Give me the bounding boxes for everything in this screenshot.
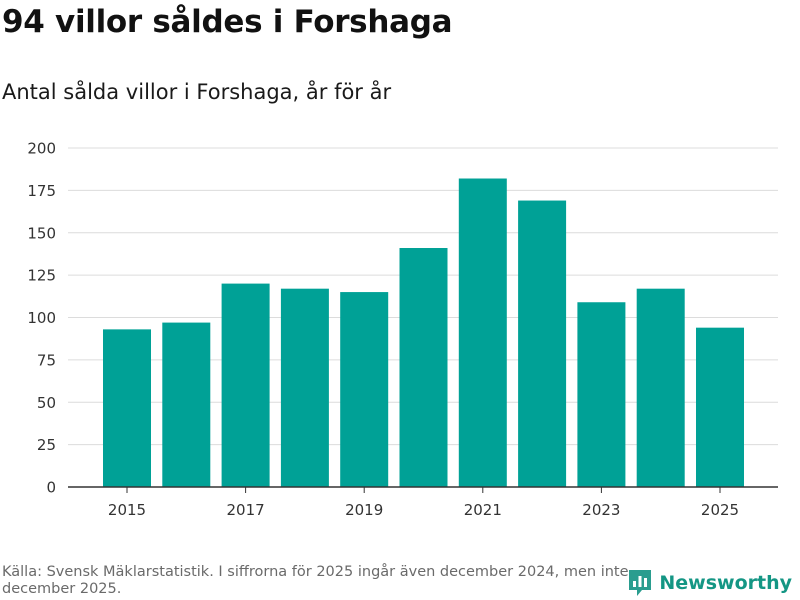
x-tick-label: 2017: [227, 501, 265, 519]
bar-2023: [577, 302, 626, 487]
bar-2022: [518, 200, 567, 488]
bar-2018: [280, 288, 329, 487]
y-tick-label: 150: [27, 224, 56, 242]
y-tick-label: 50: [37, 394, 56, 412]
y-tick-label: 175: [27, 182, 56, 200]
bar-2019: [340, 292, 389, 487]
y-tick-label: 25: [37, 436, 56, 454]
y-tick-label: 0: [46, 479, 56, 497]
axes: 0 25 50 75 100 125 150 175 200 2015 2017 2019 2021 20…: [27, 140, 778, 519]
y-tick-label: 100: [27, 309, 56, 327]
bar-2017: [221, 283, 270, 487]
y-tick-label: 75: [37, 351, 56, 369]
bar-2020: [399, 248, 448, 487]
x-tick-label: 2025: [701, 501, 739, 519]
x-tick-label: 2021: [464, 501, 502, 519]
x-tick-label: 2015: [108, 501, 146, 519]
bar-2016: [162, 322, 211, 487]
x-tick-label: 2019: [345, 501, 383, 519]
bar-2015: [103, 329, 151, 487]
bar-2024: [636, 288, 685, 487]
chart-subtitle: Antal sålda villor i Forshaga, år för år: [2, 80, 392, 104]
bar-2025: [696, 327, 744, 487]
y-tick-label: 200: [27, 140, 56, 158]
chart-title: 94 villor såldes i Forshaga: [2, 4, 453, 40]
y-tick-label: 125: [27, 267, 56, 285]
newsworthy-logo-icon: [629, 570, 652, 596]
bars: [103, 178, 744, 488]
brand-name: Newsworthy: [659, 572, 792, 594]
bar-2021: [458, 178, 507, 487]
brand-logo[interactable]: Newsworthy: [627, 568, 792, 598]
source-note: Källa: Svensk Mäklarstatistik. I siffror…: [2, 564, 629, 597]
x-tick-label: 2023: [582, 501, 620, 519]
